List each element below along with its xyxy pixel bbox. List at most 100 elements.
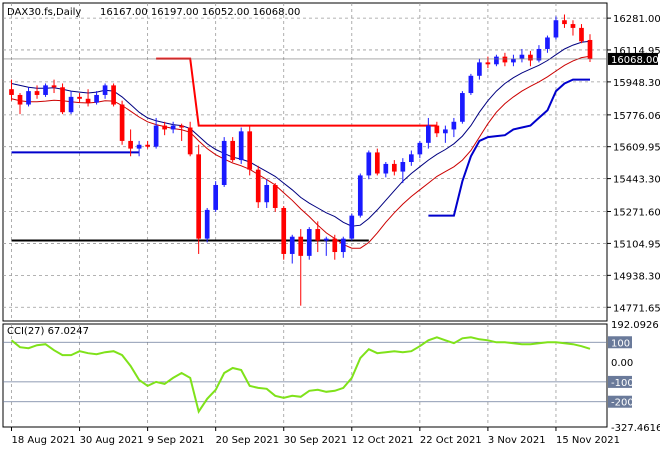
- cci-label: CCI(27) 67.0247: [7, 326, 89, 337]
- candle-body: [119, 104, 125, 141]
- cci-tick-label: -100: [611, 378, 634, 389]
- candle-body: [196, 154, 202, 239]
- candle-body: [221, 140, 227, 185]
- price-tick-label: 15104.95: [613, 239, 660, 250]
- candle-body: [553, 20, 559, 38]
- candle-body: [187, 127, 193, 155]
- candle-body: [460, 93, 465, 122]
- cci-level-tag: [608, 375, 632, 388]
- candle-body: [9, 89, 14, 95]
- candle-body: [272, 184, 278, 208]
- resistance-line: [156, 57, 437, 127]
- candle-body: [102, 85, 108, 95]
- candle-body: [247, 131, 253, 170]
- time-tick-label: 15 Nov 2021: [556, 435, 620, 446]
- price-tick-label: 15271.60: [613, 208, 660, 219]
- candle-body: [162, 125, 167, 130]
- time-tick-label: 9 Sep 2021: [148, 435, 205, 446]
- candle-body: [213, 184, 219, 210]
- candle-body: [145, 144, 150, 147]
- candle-body: [136, 144, 142, 149]
- candle-body: [128, 140, 133, 149]
- candle-body: [60, 87, 65, 113]
- candle-body: [51, 85, 57, 88]
- cci-tick-label: -327.4616: [611, 423, 660, 434]
- candle-body: [434, 125, 440, 134]
- price-tick-label: 15443.30: [613, 175, 660, 186]
- candle-body: [417, 142, 423, 155]
- main-grid: [2, 2, 608, 428]
- candle-body: [519, 54, 525, 59]
- fast-moving-average: [11, 40, 591, 227]
- candle-body: [255, 169, 261, 203]
- indicator-lines: [11, 40, 591, 249]
- candle-body: [579, 27, 584, 42]
- candle-body: [477, 62, 482, 76]
- price-tick-label: 15609.95: [613, 143, 660, 154]
- cci-tick-label: -200: [611, 398, 634, 409]
- candle-body: [570, 24, 576, 28]
- candle-body: [511, 58, 516, 63]
- candle-body: [306, 229, 312, 256]
- candle-body: [485, 62, 491, 65]
- time-tick-label: 20 Sep 2021: [216, 435, 279, 446]
- candle-body: [17, 94, 23, 105]
- support-line: [428, 78, 590, 217]
- candle-body: [391, 163, 397, 172]
- candle-body: [468, 75, 474, 94]
- time-tick-label: 18 Aug 2021: [12, 435, 76, 446]
- candle-body: [443, 129, 448, 134]
- candle-body: [562, 20, 567, 25]
- slow-moving-average: [11, 55, 591, 249]
- price-tick-label: 16114.95: [613, 46, 660, 57]
- candle-body: [400, 162, 406, 172]
- time-axis: 18 Aug 2021 30 Aug 2021 9 Sep 2021 20 Sep 2…: [11, 427, 620, 446]
- cci-level-tag: [608, 336, 632, 349]
- symbol-label: DAX30.fs,Daily: [7, 7, 81, 18]
- candle-body: [77, 96, 82, 99]
- cci-tick-label: 192.0926: [611, 320, 659, 331]
- cci-tick-label: 100: [611, 338, 630, 349]
- time-tick-label: 3 Nov 2021: [488, 435, 546, 446]
- candle-body: [451, 121, 457, 130]
- candle-body: [408, 154, 414, 162]
- candle-body: [502, 56, 508, 63]
- candle-body: [426, 125, 431, 143]
- candle-body: [34, 91, 40, 95]
- price-tick-label: 16281.00: [613, 14, 660, 25]
- cci-level-tag: [608, 395, 632, 408]
- candle-body: [357, 175, 363, 216]
- candle-body: [111, 85, 116, 105]
- candle-body: [374, 152, 380, 174]
- price-tick-label: 14938.30: [613, 271, 660, 282]
- ohlc-readout: 16167.00 16197.00 16052.00 16068.00: [100, 7, 300, 18]
- price-tick-label: 14771.65: [613, 303, 660, 314]
- candle-body: [315, 229, 321, 241]
- candle-body: [170, 125, 176, 130]
- candle-body: [383, 163, 389, 174]
- candle-body: [349, 215, 355, 239]
- last-price-label: 16068.00: [611, 55, 659, 66]
- cci-line: [10, 336, 591, 415]
- price-tick-label: 15776.06: [613, 111, 660, 122]
- candle-body: [85, 98, 91, 103]
- candle-body: [298, 236, 304, 256]
- candle-body: [323, 238, 329, 241]
- candle-body: [230, 140, 236, 161]
- price-tick-label: 15948.30: [613, 78, 660, 89]
- candles: [9, 14, 593, 306]
- time-tick-label: 12 Oct 2021: [352, 435, 414, 446]
- candle-body: [26, 91, 31, 105]
- candle-body: [43, 85, 48, 95]
- candle-body: [153, 125, 159, 147]
- candle-body: [545, 37, 550, 49]
- price-axis: 16281.00 16114.95 15948.30 15776.06 15609.95…: [3, 14, 660, 314]
- candle-body: [536, 48, 542, 61]
- candle-body: [68, 96, 74, 113]
- cci-panel-frame: [2, 323, 608, 428]
- candle-body: [494, 56, 499, 65]
- last-price-tag: [608, 52, 658, 65]
- candle-body: [528, 54, 533, 61]
- candle-body: [587, 39, 593, 59]
